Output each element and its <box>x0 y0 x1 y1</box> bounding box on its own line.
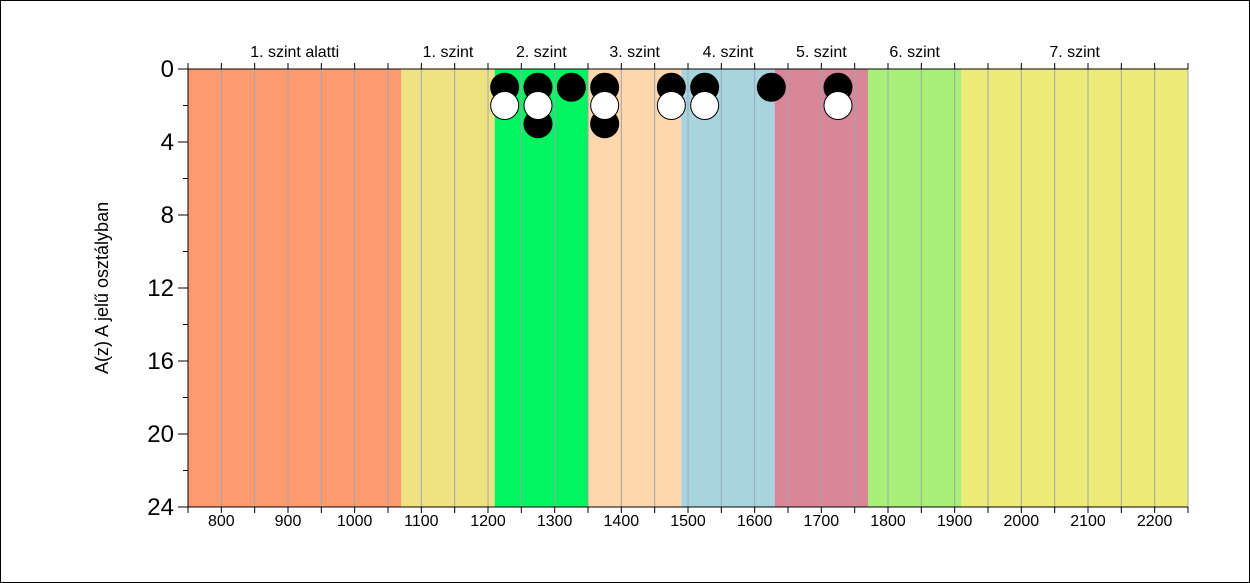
band-label-5: 4. szint <box>703 44 754 61</box>
level-band-3 <box>494 69 588 507</box>
level-band-2 <box>401 69 495 507</box>
data-point-white <box>656 91 686 120</box>
y-tick-label: 12 <box>147 275 174 302</box>
level-bands <box>188 69 1188 507</box>
y-tick-label: 20 <box>147 421 174 448</box>
data-point-black <box>556 72 586 102</box>
data-point-white <box>690 91 720 120</box>
x-tick-label: 1500 <box>670 513 706 530</box>
level-band-4 <box>588 69 682 507</box>
y-tick-label: 8 <box>161 202 174 229</box>
data-points <box>490 72 853 139</box>
x-tick-label: 1300 <box>537 513 573 530</box>
band-label-2: 1. szint <box>423 44 474 61</box>
band-label-6: 5. szint <box>796 44 847 61</box>
band-labels: 1. szint alatti 1. szint 2. szint 3. szint 4… <box>250 44 1100 61</box>
data-point-white <box>523 91 553 120</box>
data-point-white <box>823 91 853 120</box>
x-tick-label: 2100 <box>1070 513 1106 530</box>
x-tick-label: 1800 <box>870 513 906 530</box>
x-tick-label: 1100 <box>404 513 439 530</box>
data-point-white <box>490 91 520 120</box>
x-tick-label: 1700 <box>804 513 840 530</box>
x-tick-label: 800 <box>208 513 235 530</box>
band-label-1: 1. szint alatti <box>250 44 339 61</box>
y-tick-label: 4 <box>161 129 174 156</box>
level-band-1 <box>188 69 402 507</box>
x-tick-label: 1000 <box>337 513 373 530</box>
level-band-8 <box>961 69 1188 507</box>
band-label-3: 2. szint <box>516 44 567 61</box>
data-point-black <box>756 72 786 102</box>
y-tick-label: 24 <box>147 494 174 521</box>
axes: 800 900 1000 1100 1200 1300 1400 1500 1600 1700 18… <box>147 56 1189 530</box>
x-tick-label: 1600 <box>737 513 773 530</box>
level-band-7 <box>868 69 962 507</box>
x-tick-label: 1400 <box>604 513 640 530</box>
data-point-white <box>590 91 620 120</box>
band-label-8: 7. szint <box>1049 44 1100 61</box>
y-tick-label: 0 <box>161 56 174 83</box>
x-tick-label: 1900 <box>937 513 973 530</box>
band-label-7: 6. szint <box>889 44 940 61</box>
level-band-5 <box>681 69 775 507</box>
y-tick-label: 16 <box>147 348 174 375</box>
x-tick-label: 2000 <box>1004 513 1040 530</box>
x-tick-label: 900 <box>275 513 302 530</box>
x-tick-label: 1200 <box>470 513 506 530</box>
y-axis-label: A(z) A jelű osztályban <box>92 201 112 374</box>
x-tick-label: 2200 <box>1137 513 1173 530</box>
band-label-4: 3. szint <box>609 44 660 61</box>
